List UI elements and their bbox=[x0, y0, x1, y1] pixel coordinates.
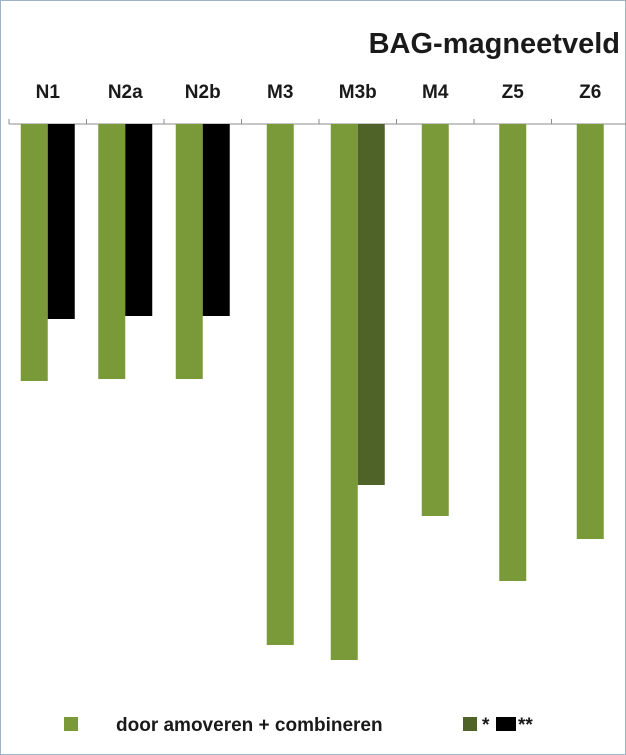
bar-M4-amoveren bbox=[421, 124, 449, 516]
bar-Z5-amoveren bbox=[499, 124, 527, 581]
bars bbox=[20, 124, 604, 660]
category-label: N2b bbox=[185, 82, 221, 103]
legend-swatch-amoveren bbox=[64, 717, 78, 731]
category-axis: N1 N2a N2b M3 M3b M4 Z5 Z6 bbox=[8, 82, 626, 125]
bar-Z6-amoveren bbox=[576, 124, 604, 539]
bar-M3b-amoveren bbox=[330, 124, 358, 660]
bar-N2a-amoveren bbox=[98, 124, 126, 379]
legend: door amoveren + combineren * ** bbox=[64, 715, 533, 736]
legend-label-amoveren: door amoveren + combineren bbox=[116, 715, 383, 736]
bar-N2b-amoveren bbox=[175, 124, 203, 379]
bar-N2b-doublestar bbox=[202, 124, 230, 316]
legend-label-doublestar: ** bbox=[518, 715, 533, 736]
bar-N1-doublestar bbox=[47, 124, 75, 319]
legend-swatch-doublestar bbox=[496, 717, 516, 731]
category-label: M3b bbox=[339, 82, 377, 103]
category-label: Z5 bbox=[502, 82, 525, 103]
category-label: Z6 bbox=[579, 82, 601, 103]
category-label: N2a bbox=[108, 82, 143, 103]
category-label: M3 bbox=[267, 82, 293, 103]
bar-M3b-star bbox=[357, 124, 385, 485]
bar-N2a-doublestar bbox=[125, 124, 153, 316]
bar-M3-amoveren bbox=[266, 124, 294, 645]
bar-N1-amoveren bbox=[20, 124, 48, 381]
legend-label-star: * bbox=[482, 715, 490, 736]
category-label: M4 bbox=[422, 82, 449, 103]
chart-title: BAG-magneetveld bbox=[369, 28, 620, 60]
legend-swatch-star bbox=[463, 717, 477, 731]
category-label: N1 bbox=[36, 82, 61, 103]
